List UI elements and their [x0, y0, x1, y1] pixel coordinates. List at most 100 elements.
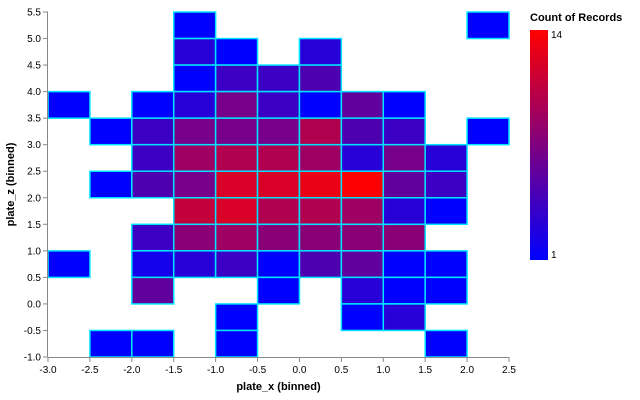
x-tick-label: 1.5	[418, 365, 432, 376]
heatmap-cell	[214, 303, 259, 332]
heatmap-cell	[172, 117, 217, 146]
legend-title: Count of Records	[530, 12, 622, 24]
heatmap-cell	[424, 143, 468, 172]
heatmap-cell	[256, 276, 301, 305]
heatmap-cell	[89, 117, 133, 146]
y-axis-title: plate_z (binned)	[5, 142, 17, 226]
heatmap-cell	[424, 276, 468, 305]
heatmap-cell	[131, 170, 175, 199]
heatmap-cell	[298, 170, 343, 199]
x-tick-label: 2.5	[502, 365, 516, 376]
heatmap-cell	[298, 143, 343, 172]
x-axis: -3.0 -2.5 -2.0 -1.5 -1.0 -0.5 0.0 0.5 1.0 1.5 2.0 2…	[39, 357, 516, 376]
heatmap-cell	[172, 197, 217, 226]
y-tick-label: 0.0	[27, 299, 41, 310]
heatmap-cell	[424, 197, 468, 226]
heatmap-cell	[298, 64, 343, 93]
heatmap-cell	[256, 90, 301, 119]
heatmap-cell	[214, 197, 259, 226]
heatmap-cell	[382, 197, 426, 226]
heatmap-cell	[214, 250, 259, 279]
heatmap-cell	[298, 37, 343, 66]
heatmap-cell	[340, 223, 385, 252]
x-tick-label: -3.0	[39, 365, 57, 376]
heatmap-cell	[340, 250, 385, 279]
heatmap-cell	[340, 117, 385, 146]
heatmap-cell	[340, 90, 385, 119]
heatmap-cell	[256, 197, 301, 226]
heatmap-cell	[340, 170, 385, 199]
heatmap-cell	[214, 329, 259, 358]
heatmap-cell	[382, 117, 426, 146]
heatmap-cell	[340, 276, 385, 305]
heatmap-cell	[214, 90, 259, 119]
heatmap-cell	[256, 170, 301, 199]
heatmap-cell	[172, 37, 217, 66]
legend-gradient-bar	[530, 30, 548, 260]
heatmap-cell	[382, 223, 426, 252]
legend-min-label: 1	[551, 250, 557, 261]
legend-max-label: 14	[551, 30, 563, 41]
y-tick-label: -0.5	[24, 326, 42, 337]
heatmap-cell	[172, 64, 217, 93]
heatmap-cell	[382, 90, 426, 119]
heatmap-cell	[172, 250, 217, 279]
heatmap-cell	[131, 143, 175, 172]
heatmap-cell	[47, 250, 91, 279]
heatmap-cell	[466, 117, 510, 146]
heatmap-cell	[131, 250, 175, 279]
heatmap-cell	[382, 170, 426, 199]
heatmap-cell	[256, 250, 301, 279]
x-tick-label: 2.0	[460, 365, 474, 376]
color-legend: Count of Records 14 1	[530, 12, 622, 261]
heatmap-cell	[298, 117, 343, 146]
heatmap-cell	[382, 276, 426, 305]
heatmap-cell	[214, 117, 259, 146]
y-tick-label: 4.5	[27, 61, 41, 72]
x-tick-label: 0.0	[293, 365, 307, 376]
heatmap-cell	[131, 223, 175, 252]
heatmap-cell	[131, 329, 175, 358]
heatmap-cell	[466, 11, 510, 40]
x-tick-label: -2.5	[81, 365, 99, 376]
heatmap-cell	[131, 90, 175, 119]
x-tick-label: -2.0	[123, 365, 141, 376]
heatmap-cell	[298, 223, 343, 252]
y-tick-label: 1.5	[27, 220, 41, 231]
heatmap-cell	[172, 11, 217, 40]
y-tick-label: 4.0	[27, 87, 41, 98]
y-tick-label: 2.5	[27, 167, 41, 178]
plot-area	[47, 11, 510, 358]
heatmap-cell	[131, 117, 175, 146]
heatmap-cell	[214, 143, 259, 172]
heatmap-cell	[172, 223, 217, 252]
heatmap-cell	[340, 197, 385, 226]
heatmap-cell	[214, 64, 259, 93]
x-axis-title: plate_x (binned)	[236, 381, 321, 393]
y-axis: -1.0 -0.5 0.0 0.5 1.0 1.5 2.0 2.5 3.0 3.5 4.0 4.5 5.…	[24, 8, 48, 364]
heatmap-cell	[256, 143, 301, 172]
x-tick-label: -1.0	[207, 365, 225, 376]
heatmap-cell	[214, 37, 259, 66]
y-tick-label: 5.0	[27, 34, 41, 45]
heatmap-cell	[172, 90, 217, 119]
heatmap-cell	[424, 250, 468, 279]
y-tick-label: -1.0	[24, 353, 42, 364]
heatmap-cell	[89, 170, 133, 199]
heatmap-cell	[256, 64, 301, 93]
heatmap-cell	[298, 197, 343, 226]
y-tick-label: 5.5	[27, 8, 41, 19]
heatmap-cell	[47, 90, 91, 119]
x-tick-label: -1.5	[165, 365, 183, 376]
heatmap-cell	[298, 90, 343, 119]
x-tick-label: 1.0	[376, 365, 390, 376]
heatmap-cell	[214, 223, 259, 252]
y-tick-label: 3.5	[27, 114, 41, 125]
heatmap-cell	[382, 143, 426, 172]
heatmap-cell	[340, 303, 385, 332]
y-tick-label: 2.0	[27, 193, 41, 204]
y-tick-label: 1.0	[27, 246, 41, 257]
heatmap-cell	[298, 250, 343, 279]
heatmap-cell	[256, 117, 301, 146]
